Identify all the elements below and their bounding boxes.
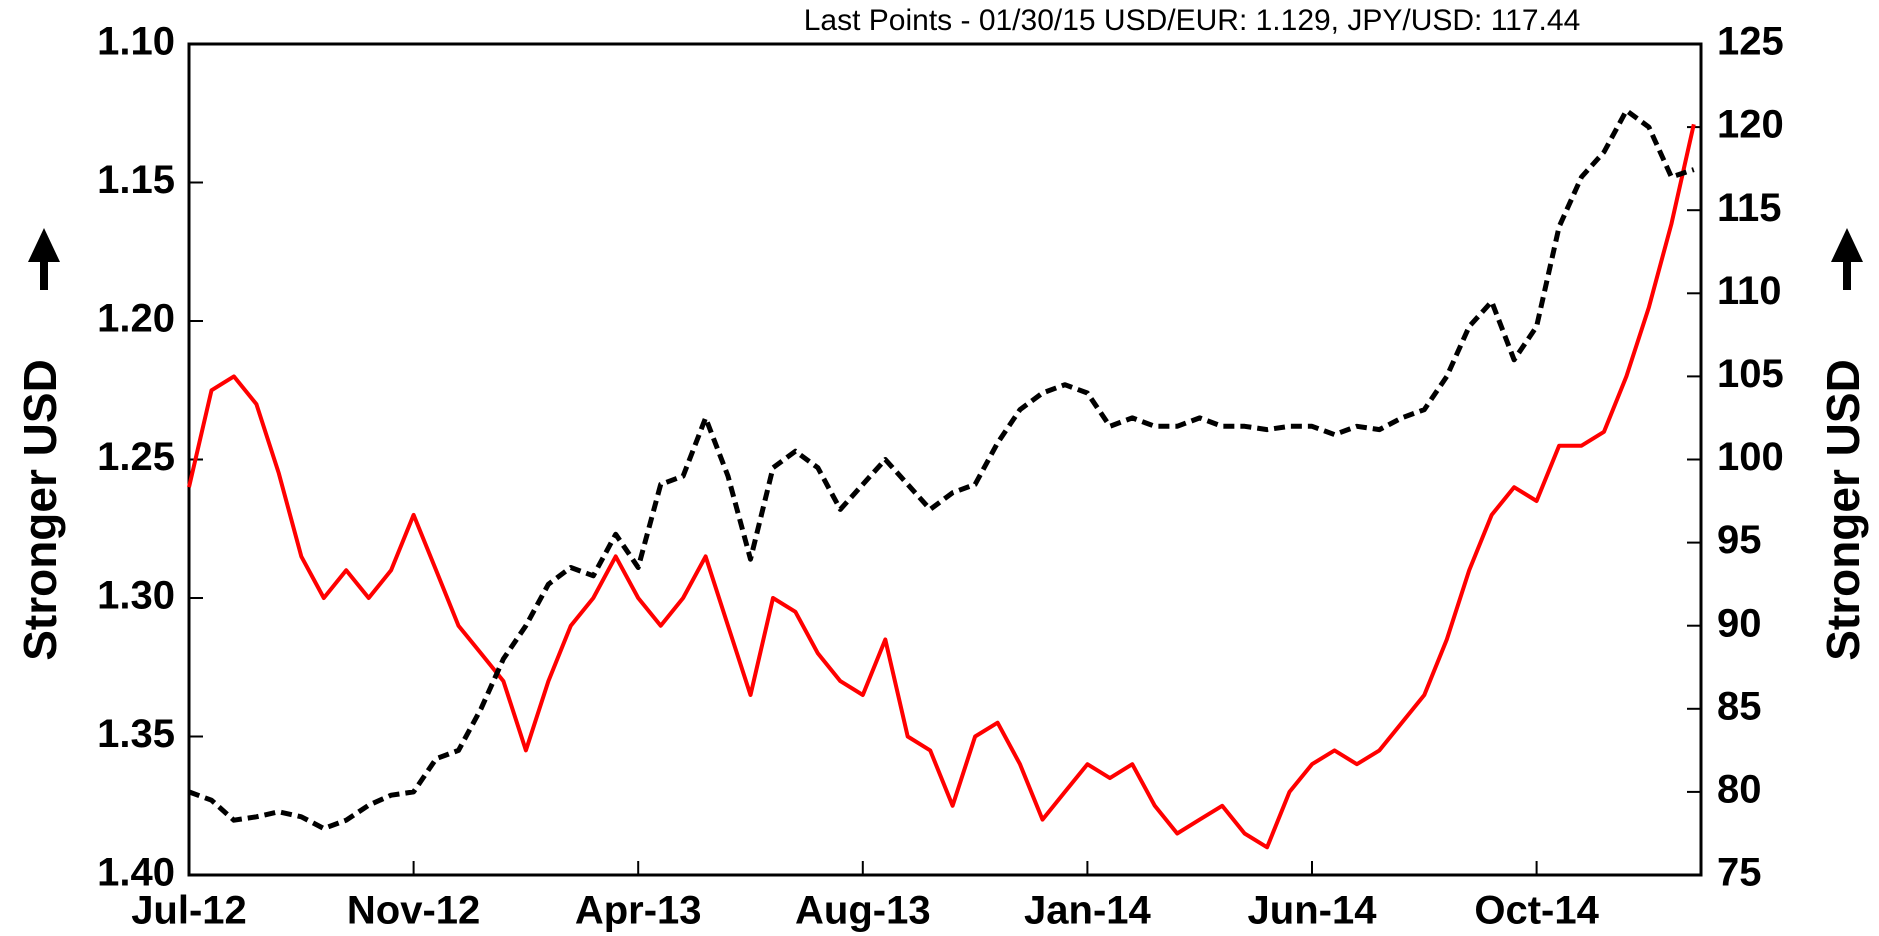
y2-tick-label: 75 (1717, 851, 1762, 895)
x-tick-label: Jan-14 (1024, 889, 1151, 933)
y-axis-label: Stronger USD (14, 359, 66, 661)
y-tick-label: 1.40 (97, 851, 175, 895)
x-tick-label: Jul-12 (131, 889, 247, 933)
plot-frame (187, 42, 1703, 877)
y2-tick-label: 100 (1717, 435, 1784, 479)
y2-axis-label: Stronger USD (1817, 359, 1869, 661)
series-line (188, 108, 1695, 831)
y-tick-label: 1.25 (97, 435, 175, 479)
y-tick-label: 1.35 (97, 712, 175, 756)
y2-tick-label: 80 (1717, 767, 1762, 811)
y2-tick-label: 90 (1717, 601, 1762, 645)
y2-tick-label: 125 (1717, 20, 1784, 64)
y-tick-label: 1.20 (97, 297, 175, 341)
x-tick-label: Apr-13 (575, 889, 702, 933)
x-tick-label: Oct-14 (1474, 889, 1599, 933)
y2-tick-label: 120 (1717, 103, 1784, 147)
x-tick-label: Aug-13 (795, 889, 931, 933)
chart-title: Last Points - 01/30/15 USD/EUR: 1.129, J… (804, 4, 1581, 37)
y-tick-label: 1.30 (97, 574, 175, 618)
y2-tick-label: 105 (1717, 352, 1784, 396)
y2-tick-label: 95 (1717, 518, 1762, 562)
y2-tick-label: 115 (1717, 186, 1782, 230)
series-line (187, 123, 1696, 850)
y-tick-label: 1.10 (97, 20, 175, 64)
y2-axis-arrow (1831, 228, 1863, 290)
y2-tick-label: 85 (1717, 684, 1762, 728)
y2-tick-label: 110 (1717, 269, 1782, 313)
y-axis-arrow (28, 228, 60, 290)
x-tick-label: Nov-12 (347, 889, 480, 933)
x-tick-label: Jun-14 (1248, 889, 1378, 933)
y-tick-label: 1.15 (97, 158, 175, 202)
